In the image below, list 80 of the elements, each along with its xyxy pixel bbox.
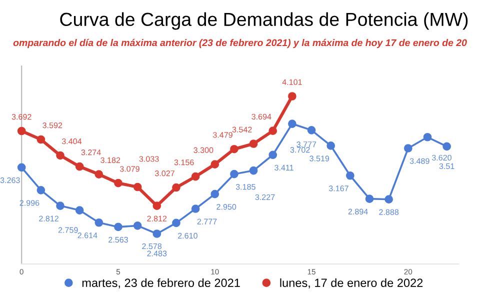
point — [210, 190, 220, 198]
point — [326, 142, 336, 150]
data-label: 2.812 — [39, 216, 58, 222]
data-label: 3.411 — [274, 164, 294, 171]
data-label: 2.894 — [348, 208, 368, 214]
data-label: 3.404 — [62, 138, 82, 144]
data-label: 3.274 — [81, 150, 101, 156]
data-label: 2.483 — [147, 250, 167, 256]
point — [346, 171, 354, 180]
data-label: 3.692 — [12, 114, 32, 120]
point — [172, 183, 180, 192]
point — [384, 195, 393, 204]
data-label: 2.996 — [20, 200, 40, 206]
point — [114, 178, 122, 188]
data-label: 3.51 — [439, 163, 454, 170]
point — [230, 170, 238, 178]
data-label: 3.182 — [100, 157, 120, 164]
data-label: 2.610 — [178, 232, 198, 239]
point — [191, 172, 200, 181]
point — [307, 126, 316, 134]
data-label: 3.592 — [42, 122, 62, 128]
data-label: 2.777 — [197, 218, 217, 224]
point — [133, 182, 142, 192]
data-label: 3.479 — [212, 132, 232, 138]
data-label: 3.489 — [410, 158, 430, 164]
data-label: 2.888 — [379, 209, 399, 215]
point — [365, 194, 374, 203]
data-label: 3.033 — [139, 156, 159, 162]
point — [191, 204, 200, 213]
data-label: 3.227 — [255, 194, 275, 200]
point — [75, 206, 84, 214]
point — [152, 202, 162, 210]
data-label: 3.702 — [290, 147, 310, 153]
data-label: 3.542 — [232, 126, 252, 132]
point — [210, 160, 220, 168]
point — [36, 186, 46, 194]
point — [133, 222, 142, 230]
point — [249, 166, 258, 175]
data-label: 3.263 — [0, 177, 20, 184]
point — [152, 230, 162, 238]
legend-label: martes, 23 de febrero de 2021 — [82, 278, 240, 288]
point — [75, 162, 84, 171]
chart-subtitle: omparando el día de la máxima anterior (23 de febrero 2021) y la máxima de hoy 17 de enero de 20 — [13, 38, 467, 48]
data-label: 3.185 — [236, 184, 256, 190]
point — [288, 120, 296, 128]
chart-title: Curva de Carga de Demandas de Potencia (MW) — [60, 12, 468, 30]
point — [56, 151, 64, 160]
point — [288, 92, 296, 100]
point — [94, 170, 104, 179]
point — [114, 222, 122, 232]
data-label: 4.101 — [282, 79, 302, 85]
data-label: 2.759 — [58, 227, 78, 233]
data-label: 3.694 — [252, 114, 272, 120]
data-label: 3.620 — [432, 154, 452, 161]
point — [268, 126, 278, 136]
data-label: 3.519 — [310, 156, 330, 162]
point — [56, 202, 64, 210]
data-label: 3.300 — [194, 147, 214, 154]
point — [94, 218, 104, 227]
data-label: 2.812 — [147, 216, 167, 222]
point — [230, 144, 238, 154]
data-label: 3.167 — [328, 186, 348, 192]
data-label: 2.950 — [216, 204, 236, 210]
data-label: 3.079 — [120, 166, 140, 172]
point — [249, 140, 258, 148]
data-label: 2.563 — [108, 236, 128, 243]
point — [423, 132, 432, 142]
data-label: 2.578 — [142, 243, 162, 250]
point — [404, 144, 412, 152]
point — [268, 150, 278, 160]
point — [172, 218, 180, 228]
point — [36, 135, 46, 144]
point — [17, 163, 26, 172]
data-label: 3.027 — [154, 170, 174, 176]
data-label: 3.156 — [174, 160, 194, 166]
data-label: 3.777 — [296, 141, 316, 148]
point — [17, 126, 26, 136]
legend-label: lunes, 17 de enero de 2022 — [280, 278, 423, 288]
point — [442, 142, 451, 151]
data-label: 2.614 — [78, 232, 98, 238]
